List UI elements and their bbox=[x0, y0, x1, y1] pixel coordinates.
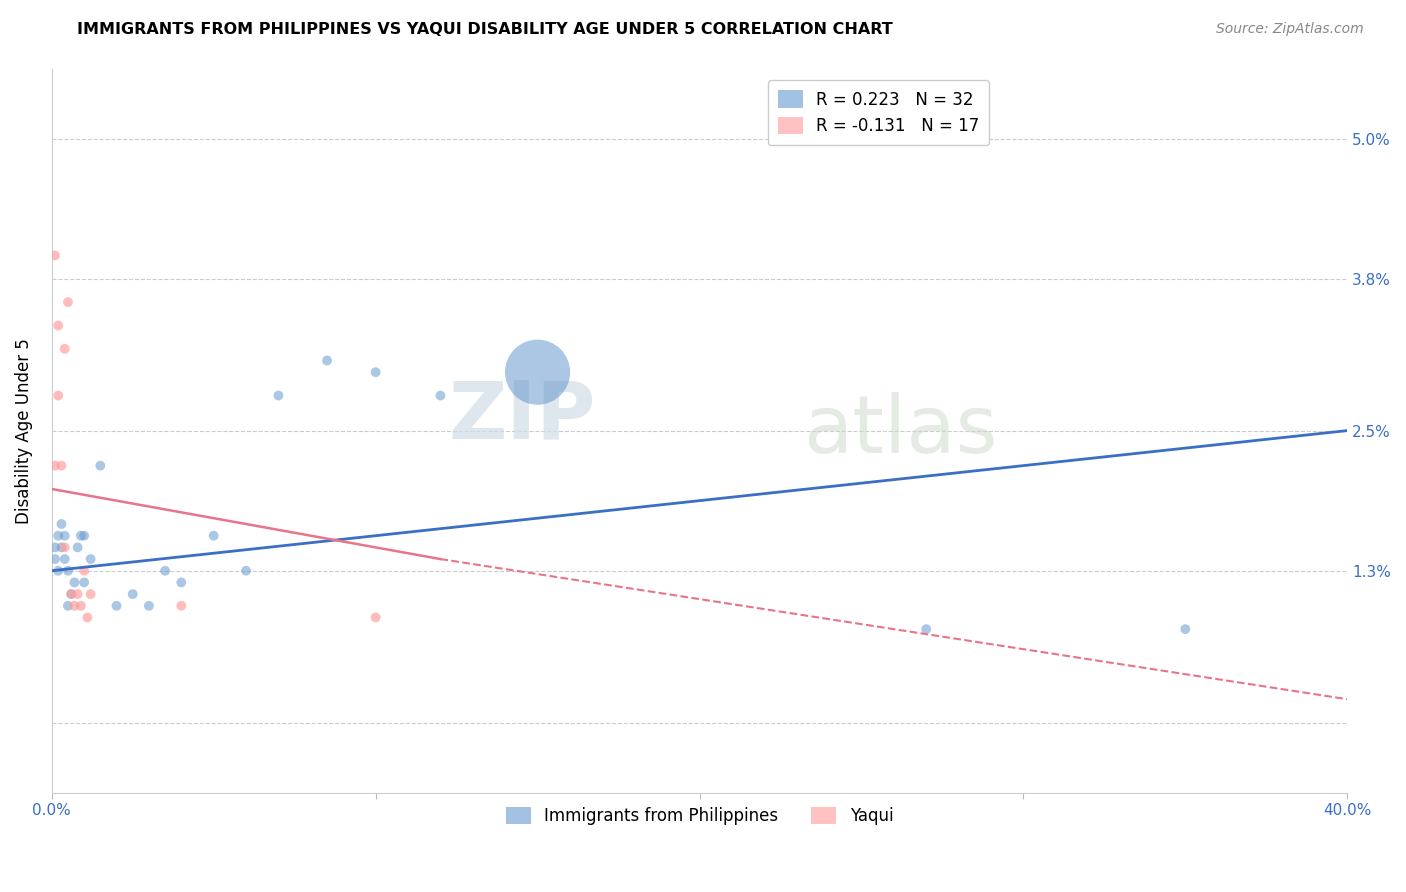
Point bbox=[153, 564, 176, 578]
Point bbox=[79, 587, 101, 601]
Point bbox=[56, 599, 79, 613]
Point bbox=[73, 529, 96, 543]
Point bbox=[73, 564, 96, 578]
Point bbox=[51, 458, 73, 473]
Point bbox=[73, 575, 96, 590]
Point bbox=[56, 564, 79, 578]
Point bbox=[105, 599, 128, 613]
Legend: Immigrants from Philippines, Yaqui: Immigrants from Philippines, Yaqui bbox=[496, 797, 904, 835]
Point bbox=[46, 564, 69, 578]
Point bbox=[46, 318, 69, 333]
Point bbox=[46, 388, 69, 402]
Point bbox=[170, 599, 193, 613]
Point bbox=[44, 458, 66, 473]
Point bbox=[316, 353, 339, 368]
Point bbox=[89, 458, 111, 473]
Point bbox=[63, 575, 86, 590]
Point bbox=[138, 599, 160, 613]
Point bbox=[53, 552, 76, 566]
Point bbox=[44, 541, 66, 555]
Point bbox=[364, 365, 387, 379]
Point bbox=[121, 587, 143, 601]
Text: Source: ZipAtlas.com: Source: ZipAtlas.com bbox=[1216, 22, 1364, 37]
Point bbox=[429, 388, 451, 402]
Point bbox=[44, 248, 66, 262]
Point bbox=[60, 587, 83, 601]
Point bbox=[915, 622, 938, 636]
Point bbox=[267, 388, 290, 402]
Point bbox=[364, 610, 387, 624]
Point bbox=[46, 529, 69, 543]
Point bbox=[202, 529, 225, 543]
Point bbox=[63, 599, 86, 613]
Text: IMMIGRANTS FROM PHILIPPINES VS YAQUI DISABILITY AGE UNDER 5 CORRELATION CHART: IMMIGRANTS FROM PHILIPPINES VS YAQUI DIS… bbox=[77, 22, 893, 37]
Point bbox=[79, 552, 101, 566]
Point bbox=[70, 599, 93, 613]
Point bbox=[53, 342, 76, 356]
Point bbox=[56, 295, 79, 310]
Point bbox=[53, 541, 76, 555]
Text: ZIP: ZIP bbox=[449, 377, 596, 455]
Point bbox=[51, 516, 73, 531]
Point bbox=[1174, 622, 1197, 636]
Point bbox=[66, 587, 89, 601]
Text: atlas: atlas bbox=[803, 392, 997, 469]
Point bbox=[60, 587, 83, 601]
Point bbox=[44, 552, 66, 566]
Point bbox=[70, 529, 93, 543]
Point bbox=[170, 575, 193, 590]
Point bbox=[53, 529, 76, 543]
Point bbox=[51, 541, 73, 555]
Point bbox=[76, 610, 98, 624]
Point bbox=[235, 564, 257, 578]
Point bbox=[526, 365, 548, 379]
Point bbox=[66, 541, 89, 555]
Y-axis label: Disability Age Under 5: Disability Age Under 5 bbox=[15, 338, 32, 524]
